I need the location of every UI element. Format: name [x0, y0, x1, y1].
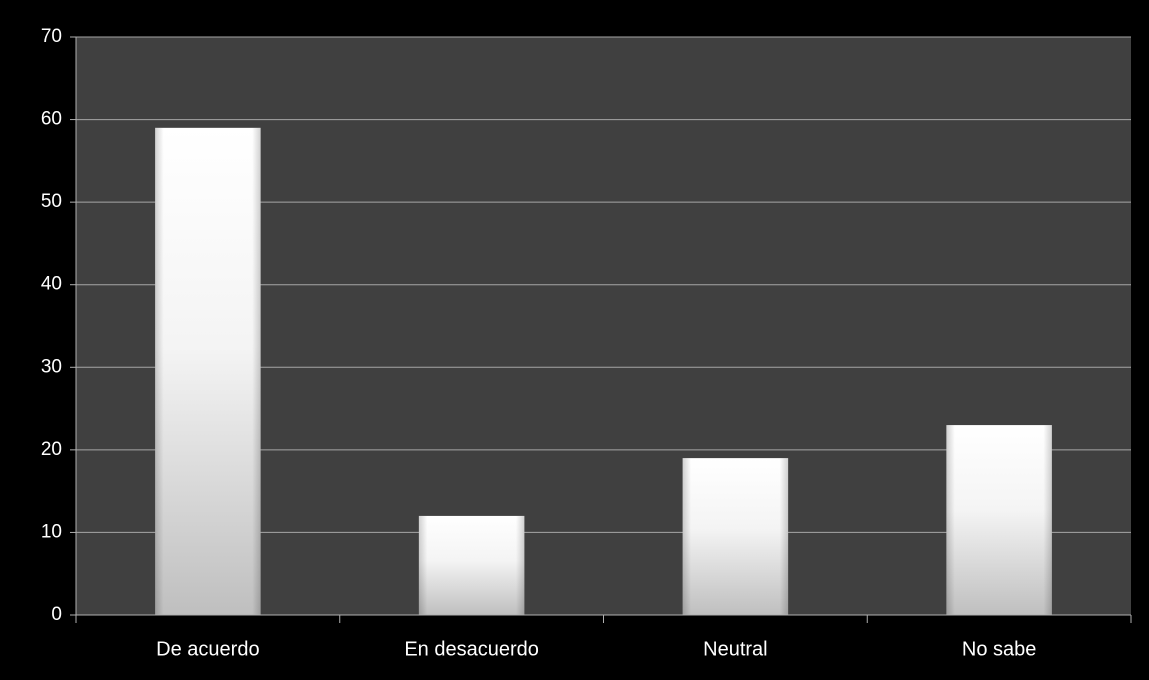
y-tick-label-60: 60	[41, 109, 62, 130]
bar-shading-de-acuerdo	[155, 127, 261, 615]
bars	[155, 127, 1052, 615]
y-tick-label-20: 20	[41, 439, 62, 460]
y-tick-labels: 0 10 20 30 40 50 60 70	[41, 26, 62, 625]
axes	[70, 36, 1132, 623]
x-tick-label-de-acuerdo: De acuerdo	[156, 638, 259, 660]
bar-shading-neutral	[682, 458, 789, 615]
y-tick-label-50: 50	[41, 191, 62, 212]
bar-shading-en-desacuerdo	[418, 515, 525, 615]
y-tick-label-40: 40	[41, 274, 62, 295]
y-tick-label-0: 0	[51, 604, 62, 625]
x-tick-labels: De acuerdo En desacuerdo Neutral No sabe	[156, 638, 1036, 660]
x-tick-label-no-sabe: No sabe	[962, 638, 1037, 660]
y-tick-label-10: 10	[41, 521, 62, 542]
y-tick-label-30: 30	[41, 356, 62, 377]
bar-shading-no-sabe	[946, 425, 1052, 615]
x-tick-label-neutral: Neutral	[703, 638, 767, 660]
y-tick-label-70: 70	[41, 26, 62, 47]
x-tick-label-en-desacuerdo: En desacuerdo	[404, 638, 539, 660]
